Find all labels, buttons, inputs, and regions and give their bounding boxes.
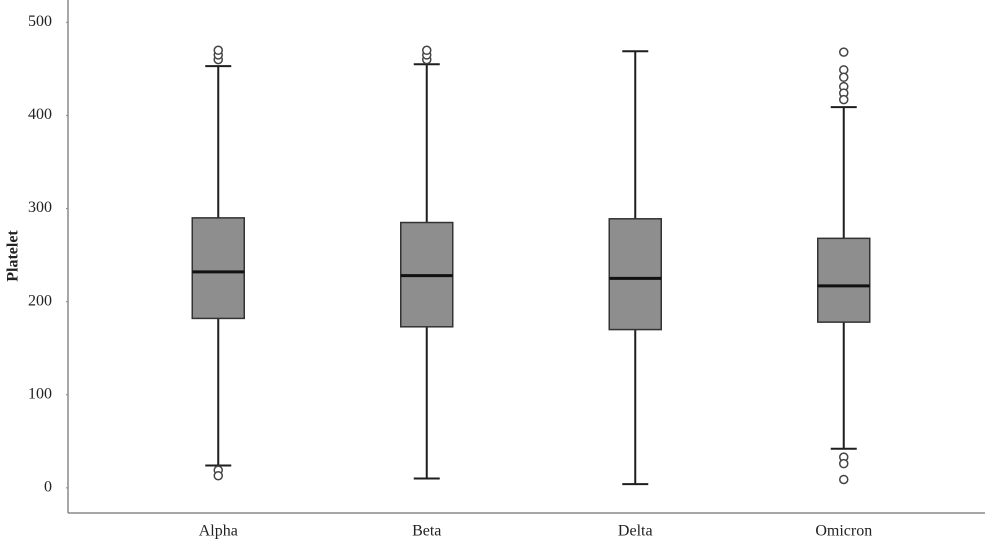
outlier bbox=[839, 94, 849, 105]
x-tick-label: Beta bbox=[412, 523, 441, 540]
y-tick-label: 0 bbox=[44, 479, 52, 496]
box bbox=[817, 237, 871, 323]
y-tick-label: 100 bbox=[28, 385, 52, 402]
x-tick-label: Delta bbox=[618, 523, 653, 540]
y-tick-label: 200 bbox=[28, 292, 52, 309]
outlier bbox=[422, 45, 432, 56]
box bbox=[608, 218, 662, 331]
x-tick-label: Omicron bbox=[815, 523, 872, 540]
outlier bbox=[213, 471, 223, 481]
outlier bbox=[213, 45, 223, 56]
x-tick-label: Alpha bbox=[199, 523, 238, 540]
outlier bbox=[839, 474, 849, 485]
y-tick-label: 300 bbox=[28, 199, 52, 216]
outlier bbox=[839, 72, 849, 83]
y-tick-label: 400 bbox=[28, 106, 52, 123]
box bbox=[191, 217, 245, 320]
outlier bbox=[839, 47, 849, 57]
outlier bbox=[839, 458, 849, 469]
y-axis-label: Platelet bbox=[5, 230, 22, 282]
y-tick-label: 500 bbox=[28, 13, 52, 30]
